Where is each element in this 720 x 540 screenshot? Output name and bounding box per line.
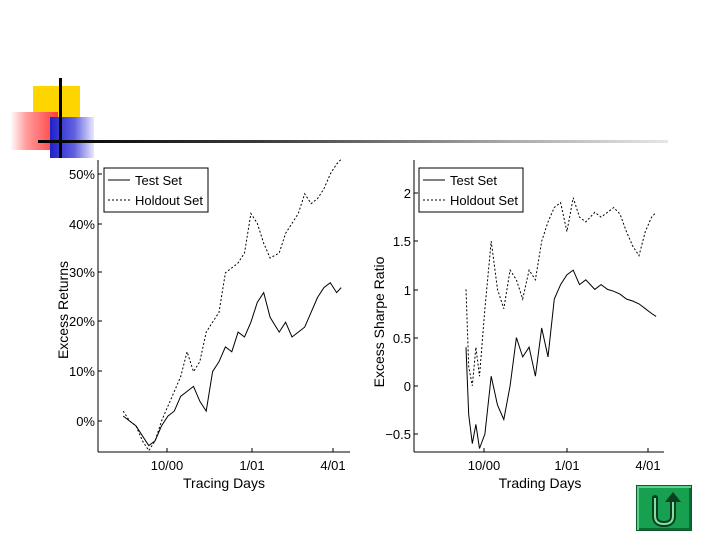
- y-axis-label: Excess Sharpe Ratio: [371, 256, 387, 387]
- y-tick-label: 1.5: [393, 234, 411, 249]
- x-tick-label: 4/01: [320, 458, 345, 473]
- y-tick-label: 2: [404, 186, 411, 201]
- y-tick-label: 50%: [69, 167, 95, 182]
- decor-blue-square: [50, 117, 94, 158]
- y-tick-label: 20%: [69, 314, 95, 329]
- x-axis-label: Trading Days: [499, 475, 582, 491]
- series-line-holdout-set: [465, 197, 657, 386]
- x-tick-label: 4/01: [635, 458, 660, 473]
- decor-vertical-rule: [59, 78, 62, 158]
- x-tick-label: 10/00: [468, 458, 501, 473]
- y-tick-label: 40%: [69, 217, 95, 232]
- decor-title-rule: [38, 140, 668, 143]
- y-tick-label: 0%: [76, 414, 95, 429]
- legend-label: Test Set: [135, 173, 182, 188]
- y-tick-label: 0.5: [393, 331, 411, 346]
- y-tick-label: −0.5: [385, 427, 411, 442]
- series-line-holdout-set: [122, 158, 342, 452]
- y-tick-label: 10%: [69, 364, 95, 379]
- legend-box: [103, 167, 209, 213]
- series-line-test-set: [122, 281, 342, 447]
- legend-label: Holdout Set: [135, 193, 203, 208]
- y-tick-label: 0: [404, 379, 411, 394]
- home-button[interactable]: [636, 485, 692, 531]
- legend-label: Holdout Set: [450, 193, 518, 208]
- series-line-test-set: [465, 269, 657, 449]
- u-turn-back-arrow-icon: [652, 492, 681, 528]
- y-axis-label: Excess Returns: [55, 261, 71, 359]
- x-axis-label: Tracing Days: [183, 475, 265, 491]
- legend-box: [418, 167, 524, 213]
- legend-label: Test Set: [450, 173, 497, 188]
- y-tick-label: 1: [404, 283, 411, 298]
- x-tick-label: 10/00: [151, 458, 184, 473]
- x-tick-label: 1/01: [239, 458, 264, 473]
- y-tick-label: 30%: [69, 265, 95, 280]
- x-tick-label: 1/01: [554, 458, 579, 473]
